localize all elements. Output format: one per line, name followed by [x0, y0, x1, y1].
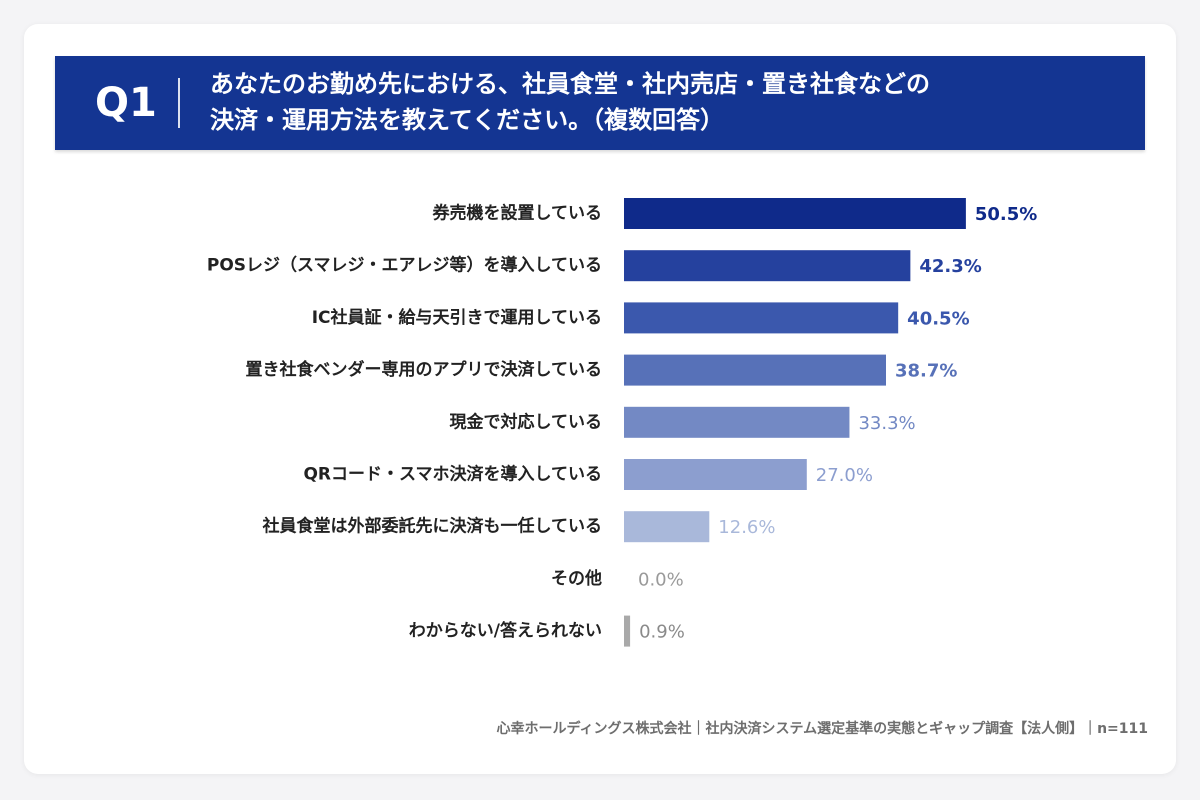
bar	[624, 459, 807, 490]
question-banner: Q1 あなたのお勤め先における、社員食堂・社内売店・置き社食などの 決済・運用方…	[55, 56, 1145, 150]
bar	[624, 406, 850, 438]
category-label: POSレジ（スマレジ・エアレジ等）を導入している	[207, 255, 602, 276]
category-label: わからない/答えられない	[409, 620, 602, 641]
question-line-2: 決済・運用方法を教えてください。（複数回答）	[210, 106, 725, 134]
value-label: 40.5%	[907, 308, 969, 329]
category-label: 置き社食ベンダー専用のアプリで決済している	[246, 359, 603, 380]
value-label: 27.0%	[816, 465, 873, 486]
category-label: その他	[551, 568, 602, 589]
value-label: 0.9%	[639, 622, 685, 643]
value-label: 0.0%	[638, 569, 684, 590]
category-label: 社員食堂は外部委託先に決済も一任している	[262, 516, 603, 537]
bar	[624, 511, 710, 543]
banner-divider	[178, 78, 180, 128]
value-label: 12.6%	[718, 517, 775, 538]
bar	[624, 302, 899, 334]
category-label: QRコード・スマホ決済を導入している	[303, 464, 602, 485]
bar	[624, 250, 911, 282]
value-label: 42.3%	[919, 256, 981, 277]
value-label: 50.5%	[975, 204, 1037, 225]
question-line-1: あなたのお勤め先における、社員食堂・社内売店・置き社食などの	[210, 70, 930, 98]
bar	[624, 354, 886, 386]
category-label: 現金で対応している	[450, 411, 603, 432]
bar	[624, 198, 966, 229]
bar	[624, 615, 631, 647]
footer-source: 心幸ホールディングス株式会社｜社内決済システム選定基準の実態とギャップ調査【法人…	[496, 721, 1148, 737]
value-label: 33.3%	[858, 413, 915, 434]
category-label: IC社員証・給与天引きで運用している	[312, 307, 602, 328]
value-label: 38.7%	[895, 361, 957, 382]
category-label: 券売機を設置している	[432, 203, 603, 224]
question-number: Q1	[95, 80, 157, 126]
question-text: あなたのお勤め先における、社員食堂・社内売店・置き社食などの 決済・運用方法を教…	[210, 66, 1130, 138]
